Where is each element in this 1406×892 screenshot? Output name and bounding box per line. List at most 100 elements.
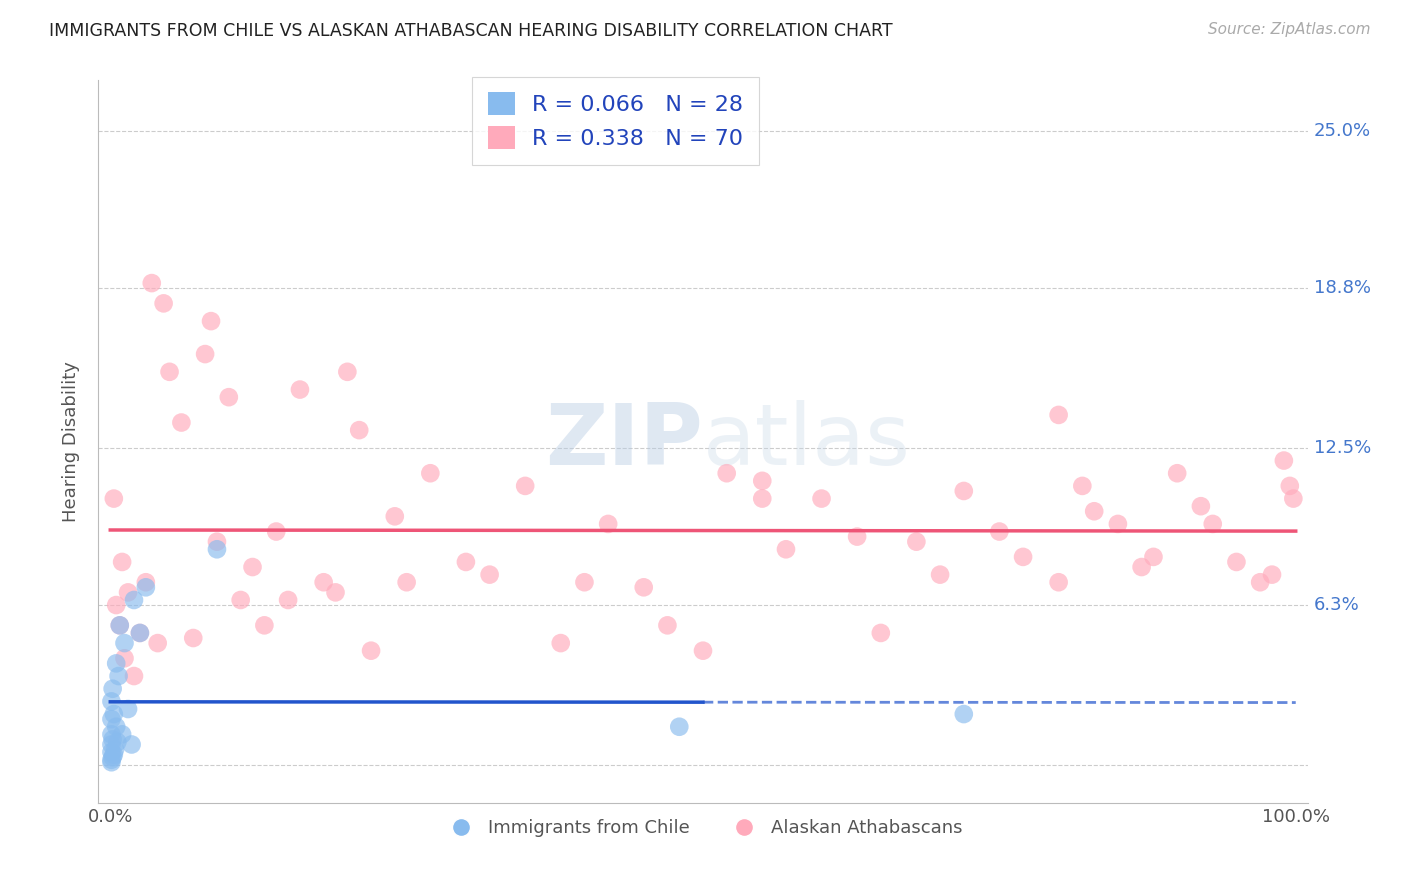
Point	[668, 720, 690, 734]
Point	[100, 745, 122, 759]
Point	[515, 479, 537, 493]
Point	[419, 467, 441, 481]
Point	[1166, 467, 1188, 481]
Point	[1278, 479, 1301, 493]
Point	[103, 491, 125, 506]
Point	[1282, 491, 1305, 506]
Point	[135, 580, 157, 594]
Point	[103, 747, 125, 762]
Point	[100, 694, 122, 708]
Point	[1202, 516, 1225, 531]
Point	[633, 580, 655, 594]
Point	[775, 542, 797, 557]
Point	[103, 707, 125, 722]
Point	[114, 651, 136, 665]
Point	[905, 534, 928, 549]
Point	[751, 491, 773, 506]
Point	[1261, 567, 1284, 582]
Point	[129, 626, 152, 640]
Point	[100, 727, 122, 741]
Point	[1071, 479, 1094, 493]
Point	[692, 643, 714, 657]
Point	[129, 626, 152, 640]
Point	[846, 530, 869, 544]
Text: 25.0%: 25.0%	[1313, 122, 1371, 140]
Point	[100, 738, 122, 752]
Point	[146, 636, 169, 650]
Point	[159, 365, 181, 379]
Point	[141, 276, 163, 290]
Point	[1107, 516, 1129, 531]
Point	[325, 585, 347, 599]
Point	[264, 524, 287, 539]
Point	[100, 712, 122, 726]
Point	[288, 383, 311, 397]
Point	[1225, 555, 1247, 569]
Point	[100, 756, 122, 770]
Point	[454, 555, 477, 569]
Point	[952, 707, 974, 722]
Point	[347, 423, 370, 437]
Point	[135, 575, 157, 590]
Point	[395, 575, 418, 590]
Point	[1272, 453, 1295, 467]
Point	[869, 626, 891, 640]
Text: 18.8%: 18.8%	[1313, 279, 1371, 297]
Point	[384, 509, 406, 524]
Point	[205, 542, 228, 557]
Point	[101, 681, 124, 696]
Point	[101, 732, 124, 747]
Point	[200, 314, 222, 328]
Point	[716, 467, 738, 481]
Legend: Immigrants from Chile, Alaskan Athabascans: Immigrants from Chile, Alaskan Athabasca…	[436, 812, 970, 845]
Text: 6.3%: 6.3%	[1313, 596, 1360, 614]
Point	[360, 643, 382, 657]
Point	[1189, 499, 1212, 513]
Point	[111, 727, 134, 741]
Point	[657, 618, 679, 632]
Point	[229, 593, 252, 607]
Point	[104, 742, 127, 756]
Point	[952, 483, 974, 498]
Point	[170, 416, 193, 430]
Point	[122, 669, 145, 683]
Point	[114, 636, 136, 650]
Point	[1142, 549, 1164, 564]
Point	[1047, 408, 1070, 422]
Point	[105, 735, 128, 749]
Point	[181, 631, 204, 645]
Point	[218, 390, 240, 404]
Point	[152, 296, 174, 310]
Point	[242, 560, 264, 574]
Point	[205, 534, 228, 549]
Point	[117, 585, 139, 599]
Point	[598, 516, 620, 531]
Text: IMMIGRANTS FROM CHILE VS ALASKAN ATHABASCAN HEARING DISABILITY CORRELATION CHART: IMMIGRANTS FROM CHILE VS ALASKAN ATHABAS…	[49, 22, 893, 40]
Point	[312, 575, 335, 590]
Text: ZIP: ZIP	[546, 400, 703, 483]
Point	[751, 474, 773, 488]
Point	[194, 347, 217, 361]
Point	[101, 750, 124, 764]
Point	[108, 618, 131, 632]
Point	[988, 524, 1011, 539]
Point	[253, 618, 276, 632]
Point	[100, 753, 122, 767]
Point	[107, 669, 129, 683]
Point	[336, 365, 359, 379]
Point	[105, 598, 128, 612]
Point	[550, 636, 572, 650]
Point	[929, 567, 952, 582]
Point	[105, 657, 128, 671]
Point	[111, 555, 134, 569]
Point	[574, 575, 596, 590]
Text: atlas: atlas	[703, 400, 911, 483]
Point	[122, 593, 145, 607]
Point	[1012, 549, 1035, 564]
Point	[277, 593, 299, 607]
Point	[1083, 504, 1105, 518]
Point	[117, 702, 139, 716]
Text: 12.5%: 12.5%	[1313, 439, 1371, 457]
Point	[1047, 575, 1070, 590]
Point	[105, 720, 128, 734]
